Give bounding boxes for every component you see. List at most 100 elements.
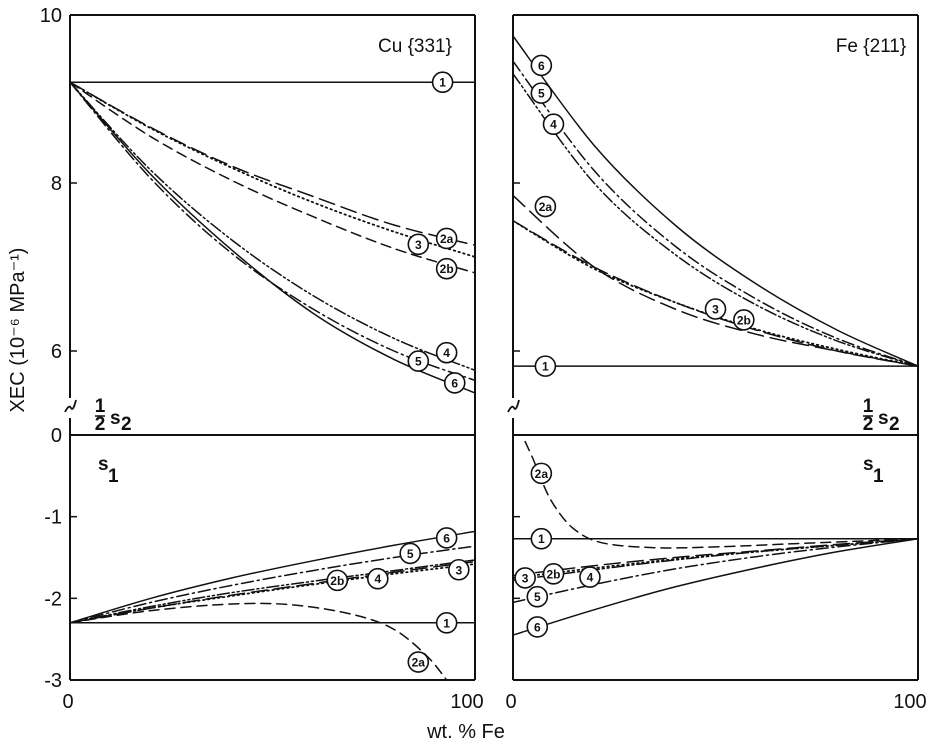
curve-marker-label: 2a — [440, 232, 454, 246]
curve-marker-circle — [435, 527, 458, 549]
curve-marker-label: 3 — [522, 571, 529, 585]
x-tick-label: 100 — [450, 691, 483, 713]
curve-marker-4: 4 — [366, 567, 389, 590]
lower-series-4 — [513, 537, 918, 582]
curve-marker-label: 2a — [412, 656, 426, 670]
x-tick-label: 0 — [62, 691, 73, 713]
lower-series-3 — [70, 563, 475, 624]
upper-series-3 — [513, 219, 918, 367]
curve-marker-5: 5 — [526, 585, 549, 608]
curve-marker-label: 1 — [439, 76, 446, 90]
curve-marker-circle — [534, 195, 557, 218]
curve-marker-label: 5 — [407, 547, 414, 561]
curve-marker-label: 5 — [538, 87, 545, 101]
upper-series-2b — [513, 220, 918, 367]
upper-series-4 — [70, 81, 475, 372]
curve-marker-label: 6 — [443, 531, 450, 545]
curve-marker-6: 6 — [526, 616, 549, 638]
half-denominator: 2 — [863, 414, 874, 435]
s2-subscript: 2 — [121, 414, 132, 435]
curve-marker-label: 4 — [550, 118, 557, 132]
curve-marker-circle — [435, 227, 458, 250]
curve-marker-3: 3 — [447, 558, 470, 581]
curve-marker-label: 2b — [737, 313, 751, 327]
upper-series-group — [70, 81, 475, 394]
curve-marker-label: 2b — [440, 262, 454, 276]
curve-marker-5: 5 — [399, 542, 422, 565]
curve-marker-label: 6 — [451, 376, 458, 390]
curve-marker-1: 1 — [435, 612, 458, 634]
s1-label: s — [863, 454, 874, 475]
axis-break-mark — [64, 399, 77, 413]
curve-marker-2a: 2a — [534, 195, 557, 218]
curve-marker-label: 4 — [374, 572, 381, 586]
y-tick-label: 0 — [51, 425, 62, 447]
y-axis-label: XEC (10⁻⁶ MPa⁻¹) — [7, 248, 29, 413]
lower-series-6 — [513, 537, 918, 636]
curve-marker-label: 2a — [539, 200, 553, 214]
s2-subscript: 2 — [889, 414, 900, 435]
s2-label: s — [878, 408, 889, 429]
curve-marker-3: 3 — [407, 233, 430, 256]
curve-marker-label: 5 — [415, 355, 422, 369]
curve-marker-circle — [542, 563, 565, 585]
lower-series-6 — [70, 530, 475, 624]
curve-marker-label: 3 — [712, 303, 719, 317]
curve-marker-circle — [435, 257, 458, 280]
curve-marker-2a: 2a — [435, 227, 458, 250]
y-tick-label: 8 — [51, 173, 62, 195]
curve-marker-4: 4 — [435, 341, 458, 364]
half-numerator: 1 — [863, 396, 874, 417]
lower-series-2a — [70, 602, 448, 680]
curve-marker-circle — [530, 462, 553, 485]
lower-series-4 — [70, 559, 475, 624]
curve-marker-circle — [443, 372, 466, 394]
half-numerator: 1 — [95, 396, 106, 417]
curve-marker-circle — [530, 527, 553, 550]
curve-marker-2b: 2b — [435, 257, 458, 280]
curve-marker-label: 6 — [534, 620, 541, 634]
upper-series-4 — [513, 73, 918, 367]
y-tick-label: 10 — [40, 5, 62, 27]
half-denominator: 2 — [95, 414, 106, 435]
s1-label: s — [98, 454, 109, 475]
curve-marker-label: 1 — [538, 532, 545, 546]
x-axis-label: wt. % Fe — [426, 721, 505, 743]
curve-marker-circle — [431, 71, 454, 93]
curve-marker-2a: 2a — [407, 651, 430, 673]
lower-series-2b — [70, 560, 475, 624]
upper-series-6 — [513, 35, 918, 367]
curve-marker-label: 1 — [542, 360, 549, 374]
upper-series-2a — [513, 194, 918, 367]
panel-label: Fe {211} — [836, 36, 906, 57]
curve-marker-label: 3 — [415, 238, 422, 252]
lower-series-group — [513, 440, 918, 636]
curve-marker-3: 3 — [514, 567, 536, 589]
curve-marker-5: 5 — [407, 350, 430, 372]
curve-marker-circle — [530, 82, 553, 104]
upper-series-5 — [70, 81, 475, 382]
s1-subscript: 1 — [108, 466, 119, 487]
curve-marker-2b: 2b — [326, 569, 349, 592]
curve-marker-label: 2b — [546, 567, 560, 581]
curve-marker-circle — [542, 113, 565, 135]
curve-marker-circle — [326, 569, 349, 592]
curve-marker-circle — [407, 350, 430, 372]
y-tick-label: -3 — [44, 670, 62, 692]
x-tick-label: 100 — [893, 691, 926, 713]
curve-marker-circle — [366, 567, 389, 590]
curve-marker-circle — [407, 233, 430, 256]
curve-marker-label: 5 — [534, 590, 541, 604]
s1-subscript: 1 — [873, 466, 884, 487]
s2-label: s — [110, 408, 121, 429]
curve-marker-1: 1 — [530, 527, 553, 550]
curve-marker-1: 1 — [534, 355, 557, 377]
curve-marker-4: 4 — [579, 566, 601, 588]
curve-marker-circle — [530, 54, 553, 77]
lower-series-2a — [524, 440, 918, 549]
curve-marker-label: 4 — [587, 571, 594, 585]
curve-marker-6: 6 — [530, 54, 553, 77]
